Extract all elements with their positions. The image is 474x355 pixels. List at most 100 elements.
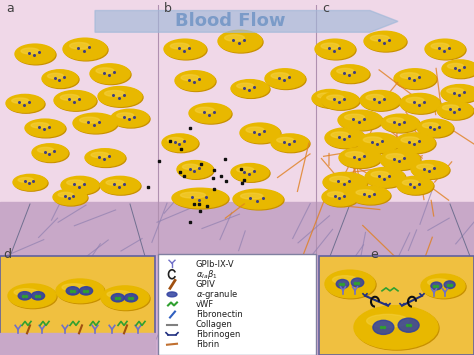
Ellipse shape xyxy=(61,176,99,194)
Ellipse shape xyxy=(241,124,281,144)
Ellipse shape xyxy=(190,104,232,124)
Ellipse shape xyxy=(327,95,344,100)
Ellipse shape xyxy=(442,86,474,103)
Ellipse shape xyxy=(182,164,199,169)
Ellipse shape xyxy=(397,176,433,194)
Ellipse shape xyxy=(237,83,254,88)
Ellipse shape xyxy=(234,190,284,210)
Ellipse shape xyxy=(351,278,364,287)
Ellipse shape xyxy=(13,174,47,190)
Ellipse shape xyxy=(111,294,124,302)
Ellipse shape xyxy=(170,43,189,49)
Ellipse shape xyxy=(271,134,309,152)
Ellipse shape xyxy=(6,94,44,112)
Ellipse shape xyxy=(417,119,453,137)
Ellipse shape xyxy=(357,133,399,153)
Ellipse shape xyxy=(326,271,376,299)
Ellipse shape xyxy=(178,162,214,179)
Ellipse shape xyxy=(63,38,107,60)
Ellipse shape xyxy=(382,115,420,133)
Ellipse shape xyxy=(165,40,207,60)
Ellipse shape xyxy=(232,81,270,98)
Ellipse shape xyxy=(402,180,419,185)
Ellipse shape xyxy=(85,149,125,166)
Ellipse shape xyxy=(86,150,126,168)
Ellipse shape xyxy=(328,192,344,197)
Ellipse shape xyxy=(54,190,88,206)
Ellipse shape xyxy=(266,70,306,89)
Ellipse shape xyxy=(176,72,216,92)
Ellipse shape xyxy=(43,71,79,88)
Ellipse shape xyxy=(441,84,474,102)
Ellipse shape xyxy=(345,152,364,158)
Ellipse shape xyxy=(331,65,369,83)
Ellipse shape xyxy=(31,123,49,128)
Text: GPIV: GPIV xyxy=(196,280,216,289)
Ellipse shape xyxy=(173,189,229,209)
Ellipse shape xyxy=(412,162,450,179)
Ellipse shape xyxy=(371,171,389,178)
Ellipse shape xyxy=(25,119,65,137)
Ellipse shape xyxy=(366,169,406,188)
Ellipse shape xyxy=(105,91,124,97)
Ellipse shape xyxy=(363,137,382,143)
Bar xyxy=(158,254,316,355)
Bar xyxy=(0,256,155,355)
Ellipse shape xyxy=(345,114,365,120)
Ellipse shape xyxy=(437,101,473,119)
Ellipse shape xyxy=(70,43,90,49)
Ellipse shape xyxy=(101,286,149,310)
Ellipse shape xyxy=(124,294,137,302)
Ellipse shape xyxy=(361,92,401,111)
Ellipse shape xyxy=(265,69,305,88)
Ellipse shape xyxy=(60,94,79,100)
Ellipse shape xyxy=(112,110,150,128)
Ellipse shape xyxy=(337,69,354,74)
Ellipse shape xyxy=(181,75,199,81)
Ellipse shape xyxy=(175,71,215,91)
Ellipse shape xyxy=(231,80,269,97)
Ellipse shape xyxy=(66,287,80,295)
Ellipse shape xyxy=(271,73,289,79)
Ellipse shape xyxy=(164,39,206,59)
Ellipse shape xyxy=(323,173,367,192)
Ellipse shape xyxy=(418,120,454,138)
Text: d: d xyxy=(3,248,11,261)
Ellipse shape xyxy=(370,35,389,41)
Ellipse shape xyxy=(339,148,381,168)
Ellipse shape xyxy=(56,279,104,303)
Text: Blood Flow: Blood Flow xyxy=(175,12,285,31)
Text: $\alpha_{Ia}\beta_1$: $\alpha_{Ia}\beta_1$ xyxy=(196,268,218,281)
Ellipse shape xyxy=(356,190,374,195)
Ellipse shape xyxy=(398,178,434,195)
Ellipse shape xyxy=(177,160,213,178)
Ellipse shape xyxy=(321,43,339,49)
Ellipse shape xyxy=(91,65,131,84)
Ellipse shape xyxy=(332,66,370,83)
Ellipse shape xyxy=(167,137,183,143)
Ellipse shape xyxy=(373,320,394,334)
Bar xyxy=(0,256,474,355)
Ellipse shape xyxy=(8,284,56,308)
Bar xyxy=(0,5,474,212)
Ellipse shape xyxy=(16,45,56,65)
Ellipse shape xyxy=(325,128,365,148)
Ellipse shape xyxy=(400,93,440,113)
Ellipse shape xyxy=(189,103,231,123)
Ellipse shape xyxy=(332,275,357,284)
Ellipse shape xyxy=(58,192,73,197)
Ellipse shape xyxy=(313,91,349,108)
Ellipse shape xyxy=(91,152,109,158)
Ellipse shape xyxy=(365,168,405,187)
Ellipse shape xyxy=(387,118,404,123)
Ellipse shape xyxy=(272,135,310,153)
Ellipse shape xyxy=(442,60,474,78)
Ellipse shape xyxy=(422,275,466,299)
Ellipse shape xyxy=(100,176,140,194)
Ellipse shape xyxy=(366,314,409,327)
Ellipse shape xyxy=(12,98,29,103)
Ellipse shape xyxy=(323,189,359,207)
Ellipse shape xyxy=(394,69,436,88)
Ellipse shape xyxy=(360,91,400,110)
Ellipse shape xyxy=(312,89,348,107)
